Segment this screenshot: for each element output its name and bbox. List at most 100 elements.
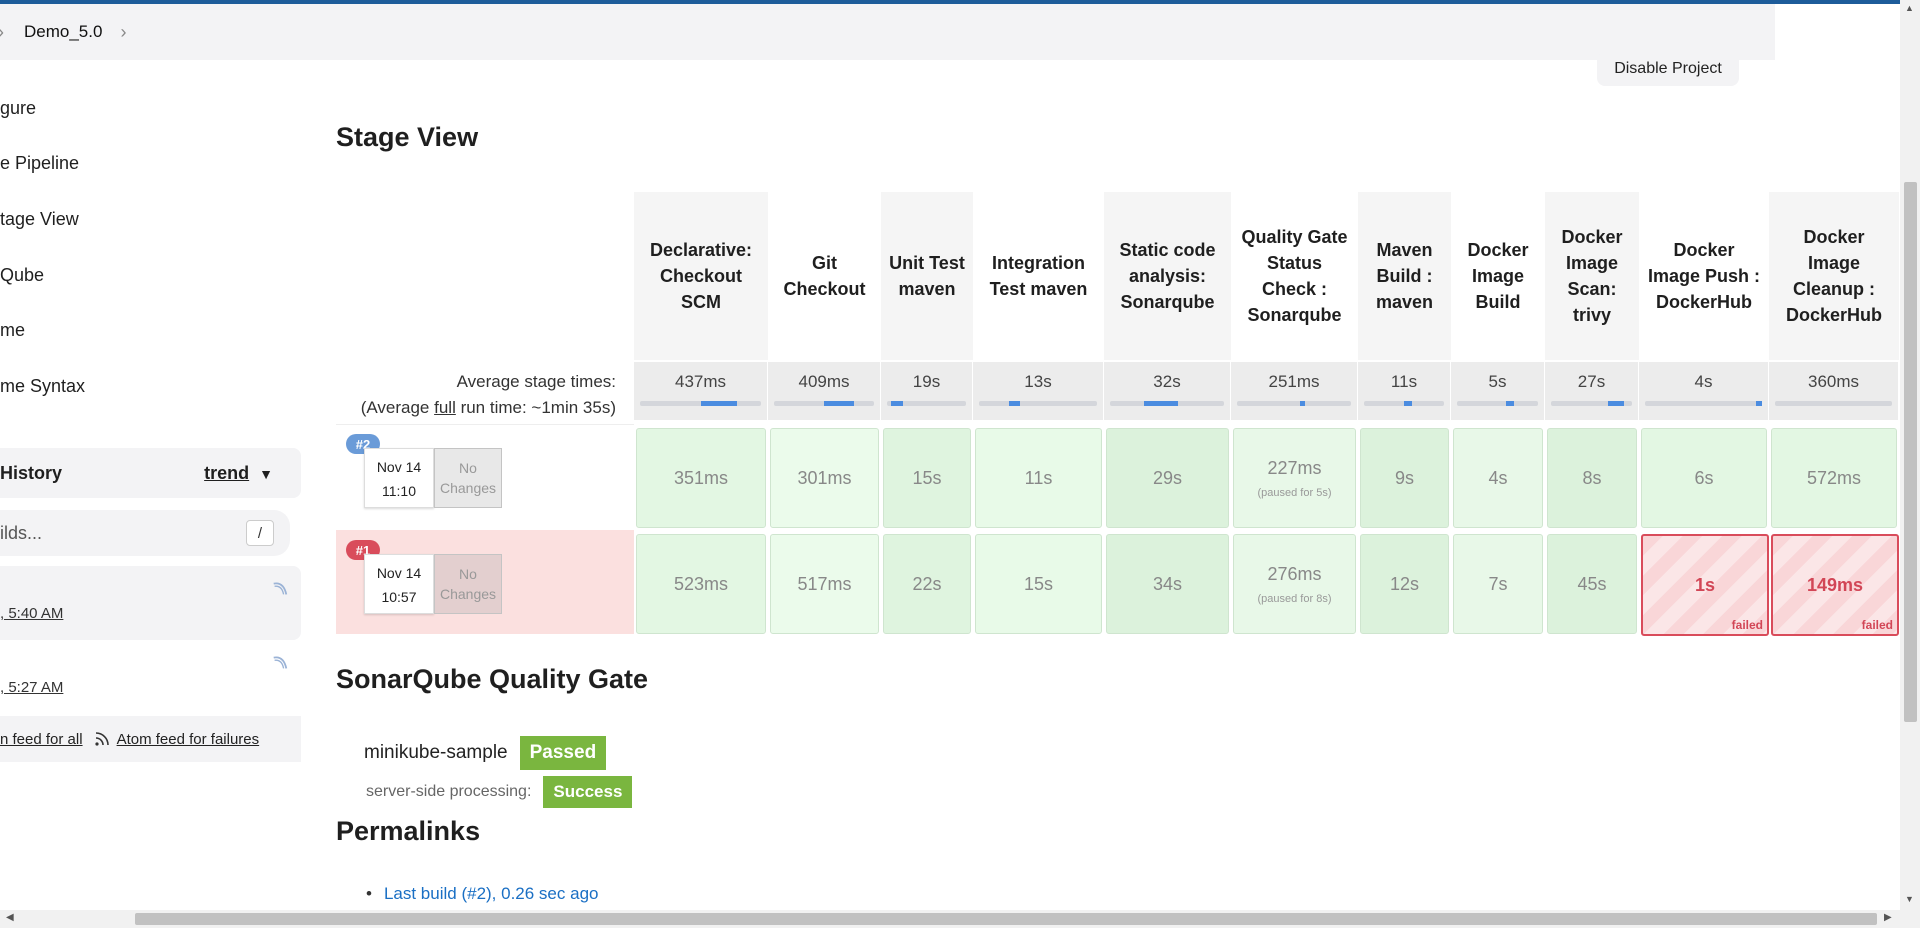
average-stage-time: 11s <box>1358 362 1451 420</box>
run-time: 11:10 <box>382 483 416 499</box>
vertical-scroll-thumb[interactable] <box>1904 182 1917 722</box>
stage-duration: 45s <box>1577 573 1607 594</box>
horizontal-scrollbar[interactable]: ◀ ▶ <box>0 910 1920 928</box>
feed-all-link[interactable]: n feed for all <box>0 730 83 748</box>
stage-cell[interactable]: 276ms (paused for 8s) <box>1233 534 1356 634</box>
sidebar-item-pipeline-syntax[interactable]: me Syntax <box>0 376 86 396</box>
build-history-item[interactable]: , 5:40 AM <box>0 566 301 640</box>
stage-cell[interactable]: 15s <box>883 428 971 528</box>
average-time-value: 13s <box>1024 372 1052 391</box>
stage-cell[interactable]: 9s <box>1360 428 1449 528</box>
stage-cell[interactable]: 572ms <box>1771 428 1897 528</box>
stage-cell[interactable]: 11s <box>975 428 1102 528</box>
stage-header: Docker Image Cleanup : DockerHub <box>1769 192 1899 360</box>
sidebar-item-pipeline[interactable]: e Pipeline <box>0 153 80 173</box>
stage-duration: 34s <box>1152 573 1183 594</box>
avg-full-suffix: run time: ~1min 35s) <box>455 398 616 417</box>
horizontal-scroll-thumb[interactable] <box>135 913 1877 925</box>
stage-duration: 12s <box>1389 573 1420 594</box>
scroll-right-icon[interactable]: ▶ <box>1884 912 1892 923</box>
stage-cell[interactable]: 29s <box>1106 428 1229 528</box>
average-stage-times-label: Average stage times: <box>456 372 616 391</box>
average-time-bar-fill <box>1505 401 1514 406</box>
stage-cell[interactable]: 1s failed <box>1641 534 1769 636</box>
stage-cell[interactable]: 523ms <box>636 534 766 634</box>
permalink-item: • Last build (#2), 0.26 sec ago <box>366 884 598 904</box>
sidebar-item-sonarqube[interactable]: Qube <box>0 265 45 285</box>
stage-cell[interactable]: 22s <box>883 534 971 634</box>
average-time-value: 4s <box>1694 372 1713 391</box>
sonar-project-link[interactable]: minikube-sample <box>364 742 508 763</box>
build-time-link[interactable]: , 5:40 AM <box>0 605 64 622</box>
stage-cell[interactable]: 4s <box>1453 428 1543 528</box>
stage-cell[interactable]: 8s <box>1547 428 1637 528</box>
average-time-bar-fill <box>1299 401 1306 406</box>
average-time-bar <box>774 401 874 406</box>
sidebar-item-configure[interactable]: gure <box>0 98 37 118</box>
sidebar-item-rename[interactable]: me <box>0 320 26 340</box>
stage-duration: 11s <box>1024 467 1053 488</box>
average-time-bar-fill <box>700 401 737 406</box>
full-runtime-link[interactable]: full <box>434 398 456 417</box>
run-date-card[interactable]: Nov 14 10:57 <box>364 554 434 614</box>
stage-header: Integration Test maven <box>973 192 1104 360</box>
stage-cell[interactable]: 45s <box>1547 534 1637 634</box>
stage-duration: 301ms <box>797 467 852 488</box>
stage-cell[interactable]: 517ms <box>770 534 879 634</box>
scroll-up-icon[interactable]: ▲ <box>1905 3 1914 13</box>
stage-cell[interactable]: 301ms <box>770 428 879 528</box>
trend-link[interactable]: trend ▼ <box>204 463 273 484</box>
stage-cell[interactable]: 6s <box>1641 428 1767 528</box>
stage-cell[interactable]: 7s <box>1453 534 1543 634</box>
atom-feeds: n feed for all Atom feed for failures <box>0 716 301 762</box>
chevron-right-icon: › <box>0 22 4 43</box>
stage-cell[interactable]: 15s <box>975 534 1102 634</box>
build-history-item[interactable]: , 5:27 AM <box>0 640 301 714</box>
run-date: Nov 14 <box>376 459 422 475</box>
stage-duration: 227ms <box>1267 457 1322 478</box>
stage-cell[interactable]: 34s <box>1106 534 1229 634</box>
average-time-bar-fill <box>1404 401 1412 406</box>
keyboard-shortcut-hint: / <box>246 520 274 546</box>
breadcrumb: › Demo_5.0 › <box>0 4 1775 60</box>
average-time-bar <box>1775 401 1892 406</box>
sonarqube-title: SonarQube Quality Gate <box>336 664 649 694</box>
stage-cell[interactable]: 12s <box>1360 534 1449 634</box>
stage-duration: 9s <box>1394 467 1414 488</box>
stage-cell[interactable]: 227ms (paused for 5s) <box>1233 428 1356 528</box>
stage-duration: 4s <box>1488 467 1508 488</box>
chevron-right-icon[interactable]: › <box>120 21 127 42</box>
average-time-bar-fill <box>890 401 903 406</box>
average-time-value: 251ms <box>1268 372 1320 391</box>
progress-spinner-icon <box>273 656 288 669</box>
average-time-bar-fill <box>1144 401 1179 406</box>
average-times-label: Average stage times: (Average full run t… <box>336 372 616 422</box>
stage-cell[interactable]: 149ms failed <box>1771 534 1899 636</box>
stage-header: Docker Image Push : DockerHub <box>1639 192 1769 360</box>
progress-spinner-icon <box>273 582 288 595</box>
filter-builds-input[interactable]: ilds... / <box>0 510 290 556</box>
scroll-left-icon[interactable]: ◀ <box>6 912 14 923</box>
average-time-bar <box>887 401 966 406</box>
average-stage-time: 5s <box>1451 362 1545 420</box>
sidebar-item-stage-view[interactable]: tage View <box>0 209 79 229</box>
build-time-link[interactable]: , 5:27 AM <box>0 679 64 696</box>
average-full-runtime: (Average full run time: ~1min 35s) <box>361 398 616 418</box>
average-time-value: 11s <box>1390 372 1418 391</box>
vertical-scrollbar[interactable]: ▲ ▼ <box>1900 0 1920 910</box>
scroll-down-icon[interactable]: ▼ <box>1905 894 1914 904</box>
stage-cell[interactable]: 351ms <box>636 428 766 528</box>
average-time-value: 27s <box>1577 372 1606 391</box>
failed-label: failed <box>1731 618 1763 632</box>
disable-project-button[interactable]: Disable Project <box>1597 52 1739 86</box>
build-history-title: History <box>0 462 63 483</box>
top-accent-bar <box>0 0 1920 4</box>
stage-header: Docker Image Scan: trivy <box>1545 192 1639 360</box>
avg-full-prefix: (Average <box>360 398 435 417</box>
breadcrumb-item-project[interactable]: Demo_5.0 <box>24 22 103 41</box>
paused-note: (paused for 5s) <box>1257 486 1332 499</box>
run-date-card[interactable]: Nov 14 11:10 <box>364 448 434 508</box>
last-build-link[interactable]: Last build (#2), 0.26 sec ago <box>383 884 599 903</box>
stage-duration: 15s <box>1023 573 1054 594</box>
feed-failures-link[interactable]: Atom feed for failures <box>116 730 260 748</box>
